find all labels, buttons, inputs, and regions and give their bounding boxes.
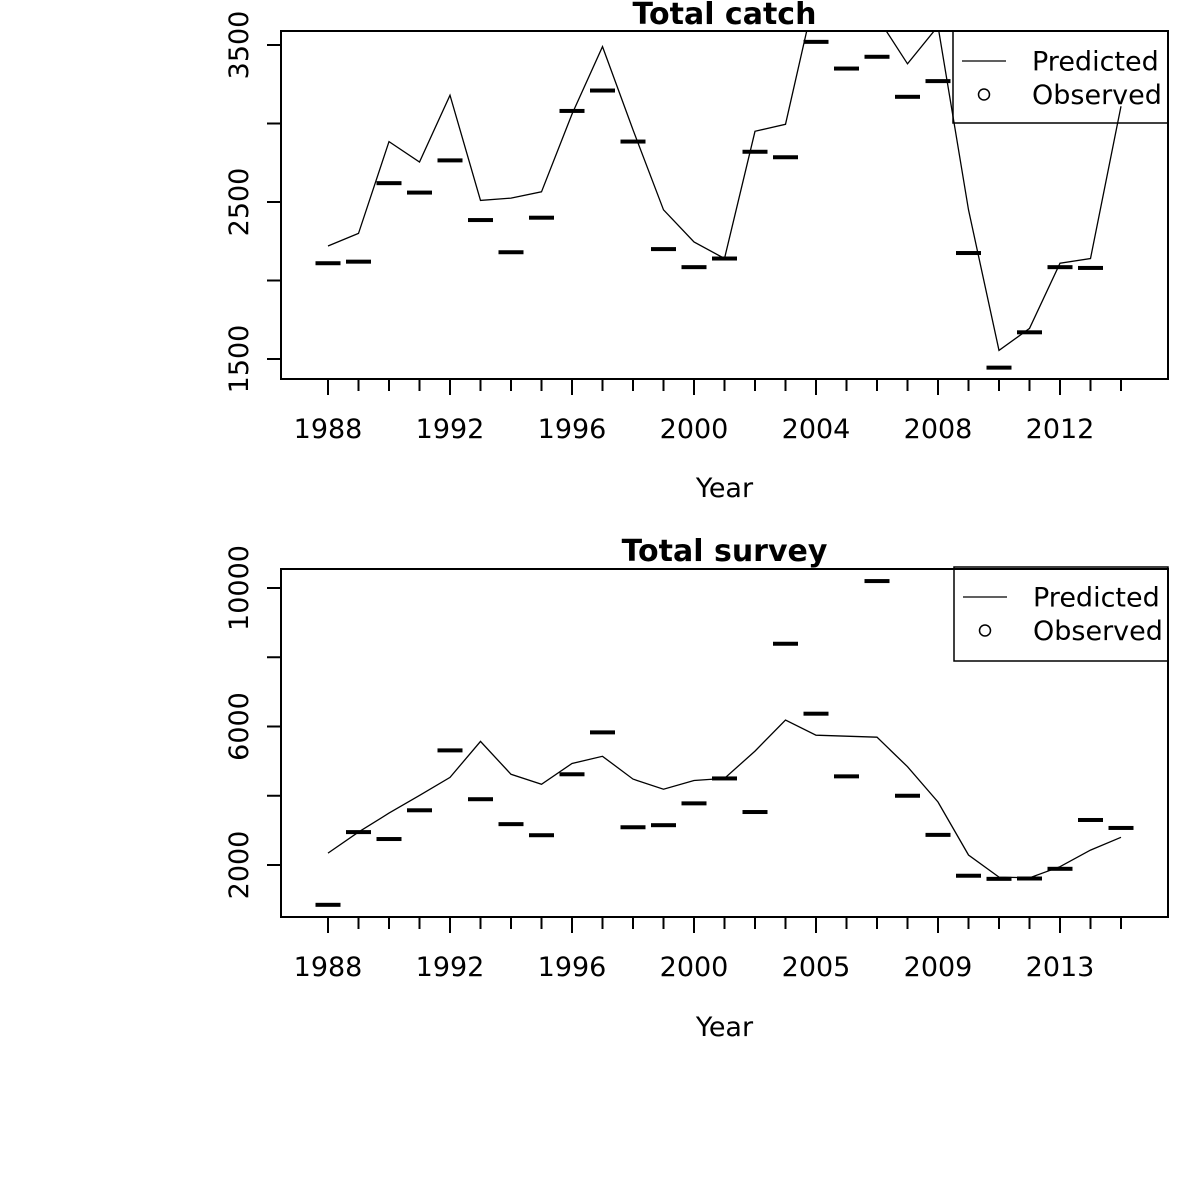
legend-observed-label: Observed	[1032, 80, 1162, 111]
observed-dash	[742, 149, 768, 154]
observed-dash	[437, 158, 463, 163]
observed-dash	[315, 902, 341, 907]
observed-dash	[590, 88, 615, 93]
observed-dash	[620, 139, 646, 144]
total-survey-plot: Total survey 2000 6000 10000 1988 1992 1996 200…	[224, 534, 1169, 1043]
observed-dash	[376, 837, 402, 842]
legend-box	[952, 30, 1169, 124]
observed-dash	[468, 797, 493, 802]
observed-dash	[376, 181, 402, 186]
plot-title: Total catch	[633, 0, 817, 32]
observed-dash	[864, 579, 890, 584]
observed-dash	[1047, 866, 1073, 871]
y-tick-label: 2500	[224, 168, 255, 237]
x-tick-label: 2009	[904, 952, 973, 983]
observed-dash	[1078, 817, 1103, 822]
legend-circle-icon	[977, 88, 991, 101]
observed-dash	[315, 261, 341, 266]
observed-dash	[742, 810, 768, 815]
observed-dash	[529, 833, 554, 838]
legend-observed-label: Observed	[1033, 616, 1163, 647]
x-tick-label: 2005	[782, 952, 851, 983]
observed-dash	[895, 793, 920, 798]
y-tick-label: 3500	[224, 11, 255, 80]
y-axis: 2000 6000 10000	[224, 545, 281, 899]
observed-dash	[803, 39, 829, 44]
total-catch-plot: Total catch 1500 2500 3500 1988 1992 1996 2000 2…	[224, 0, 1169, 504]
plot-title: Total survey	[622, 534, 828, 569]
legend-predicted-label: Predicted	[1032, 47, 1159, 78]
observed-dash	[956, 251, 981, 256]
y-tick-label: 2000	[224, 831, 255, 900]
observed-dash	[895, 94, 920, 99]
y-tick-label: 6000	[224, 692, 255, 761]
observed-dash	[803, 711, 829, 716]
x-tick-label: 2004	[782, 414, 851, 445]
legend-predicted-label: Predicted	[1033, 583, 1160, 614]
y-tick-label: 1500	[224, 325, 255, 394]
observed-dash	[1078, 265, 1103, 270]
x-axis: 1988 1992 1996 2000 2005 2009 2013	[294, 917, 1122, 983]
observed-markers	[315, 579, 1134, 907]
observed-dash	[529, 215, 554, 220]
observed-dash	[925, 79, 951, 84]
legend-box	[953, 566, 1169, 662]
legend-circle-icon	[978, 624, 992, 637]
observed-dash	[437, 748, 463, 753]
observed-dash	[590, 730, 615, 735]
observed-dash	[1017, 876, 1042, 881]
x-tick-label: 2008	[904, 414, 973, 445]
observed-dash	[773, 641, 798, 646]
observed-dash	[468, 218, 493, 223]
observed-dash	[559, 772, 585, 777]
x-tick-label: 2000	[660, 952, 729, 983]
observed-dash	[1047, 265, 1073, 270]
observed-dash	[651, 247, 676, 252]
x-tick-label: 2000	[660, 414, 729, 445]
observed-dash	[498, 250, 524, 255]
observed-dash	[834, 66, 859, 71]
x-tick-label: 1996	[538, 952, 607, 983]
x-axis-title: Year	[695, 473, 754, 504]
observed-dash	[956, 873, 981, 878]
x-tick-label: 2012	[1026, 414, 1095, 445]
observed-dash	[773, 155, 798, 160]
observed-dash	[1108, 825, 1134, 830]
y-axis: 1500 2500 3500	[224, 11, 281, 394]
observed-dash	[925, 832, 951, 837]
x-tick-label: 1992	[416, 952, 485, 983]
observed-dash	[681, 801, 707, 806]
x-tick-label: 1988	[294, 952, 363, 983]
observed-dash	[864, 54, 890, 59]
observed-dash	[834, 774, 859, 779]
x-axis: 1988 1992 1996 2000 2004 2008 2012	[294, 379, 1122, 445]
observed-dash	[986, 365, 1012, 370]
predicted-line	[327, 719, 1122, 879]
x-tick-label: 1988	[294, 414, 363, 445]
observed-dash	[986, 876, 1012, 881]
observed-dash	[651, 823, 676, 828]
observed-dash	[407, 190, 432, 195]
x-tick-label: 2013	[1026, 952, 1095, 983]
x-tick-label: 1996	[538, 414, 607, 445]
observed-dash	[498, 822, 524, 827]
observed-dash	[681, 265, 707, 270]
y-tick-label: 10000	[224, 545, 255, 631]
observed-dash	[346, 259, 371, 264]
observed-dash	[620, 825, 646, 830]
predicted-line	[327, 31, 1122, 352]
observed-dash	[1017, 330, 1042, 335]
x-tick-label: 1992	[416, 414, 485, 445]
observed-dash	[559, 108, 585, 113]
x-axis-title: Year	[695, 1012, 754, 1043]
observed-dash	[407, 808, 432, 813]
